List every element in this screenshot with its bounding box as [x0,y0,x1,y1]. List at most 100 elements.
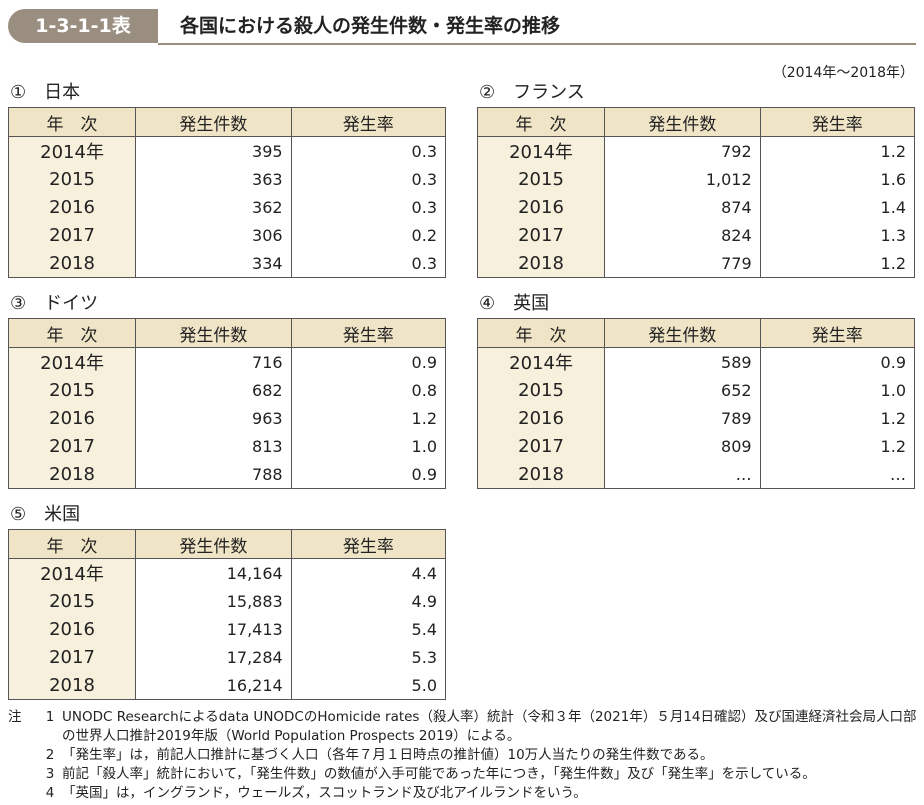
cell: 1,012 [604,165,761,193]
year-cell: 2018 [7,460,137,489]
column-header: 発生件数 [604,107,761,137]
data-row: 2016 17,413 5.4 [8,615,447,643]
cell: 0.3 [290,165,447,193]
data-row: 2016 874 1.4 [476,193,916,221]
heading-number: ⑤ [10,504,27,525]
cell: 0.3 [290,136,447,165]
year-cell: 2017 [8,643,136,671]
year-cell: 2016 [476,193,606,221]
cell: 4.4 [290,558,447,587]
header-row: 年 次発生件数 発生率 [476,107,916,137]
column-header: 年 次 [7,107,137,137]
data-row: 2017 824 1.3 [476,221,916,249]
year-cell: 2014年 [8,558,136,587]
data-row: 2016 362 0.3 [7,193,447,221]
notes: 注 1 UNODC Researchによるdata UNODCのHomicide r… [8,708,918,803]
column-header: 発生率 [290,318,447,348]
cell: 334 [135,249,292,278]
data-table: 年 次発生件数 発生率 2014年 395 0.3 2015 363 0.3 2016 362 0.… [7,107,447,278]
data-row: 2015 15,883 4.9 [8,587,447,615]
cell: 362 [135,193,292,221]
year-cell: 2018 [7,249,137,278]
year-cell: 2017 [476,221,606,249]
data-row: 2015 363 0.3 [7,165,447,193]
cell: 0.2 [290,221,447,249]
cell: 682 [135,376,292,404]
column-header: 発生件数 [135,107,292,137]
data-row: 2016 789 1.2 [476,404,916,432]
heading-number: ② [479,82,496,103]
heading-name: ドイツ [44,293,99,314]
note-number: 4 [45,785,55,801]
data-table: 年 次発生件数 発生率 2014年 792 1.2 2015 1,012 1.6 2016 874… [476,107,916,278]
heading-name: 日本 [44,82,81,103]
year-cell: 2018 [476,460,606,489]
year-cell: 2014年 [476,136,606,165]
year-cell: 2015 [8,587,136,615]
note: 注 1 UNODC Researchによるdata UNODCのHomicide r… [8,708,918,746]
note-label: 注 [8,709,22,725]
cell: … [604,460,761,489]
header-row: 年 次発生件数 発生率 [8,529,447,559]
cell: 1.2 [290,404,447,432]
note-number: 3 [45,766,55,782]
cell: 5.3 [290,643,447,671]
cell: 1.2 [759,136,916,165]
cell: 17,413 [135,615,292,643]
cell: 1.2 [759,432,916,460]
note: 4 「英国」は，イングランド，ウェールズ，スコットランド及び北アイルランドをいう。 [8,784,918,803]
data-row: 2014年 14,164 4.4 [8,558,447,587]
cell: 1.2 [759,404,916,432]
data-row: 2014年 589 0.9 [476,347,916,376]
period: （2014年～2018年） [772,65,914,81]
column-header: 発生率 [759,107,916,137]
cell: 1.2 [759,249,916,278]
year-cell: 2016 [7,404,137,432]
heading-name: 米国 [44,504,81,525]
note-number: 2 [45,747,55,763]
note-text: 「英国」は，イングランド，ウェールズ，スコットランド及び北アイルランドをいう。 [62,785,587,801]
note-label [8,765,38,784]
note-text: 前記「殺人率」統計において，「発生件数」の数値が入手可能であった年につき，「発生… [62,766,816,782]
header-row: 年 次発生件数 発生率 [7,107,447,137]
cell: 5.4 [290,615,447,643]
year-cell: 2018 [476,249,606,278]
note-label [8,784,38,803]
cell: 16,214 [135,671,292,700]
cell: 14,164 [135,558,292,587]
cell: 652 [604,376,761,404]
cell: 809 [604,432,761,460]
table-heading: ④ 英国 [479,293,567,315]
heading-name: フランス [513,82,585,103]
year-cell: 2017 [7,432,137,460]
table-heading: ② フランス [479,82,603,104]
data-row: 2017 813 1.0 [7,432,447,460]
cell: 5.0 [290,671,447,700]
year-cell: 2016 [8,615,136,643]
data-row: 2014年 395 0.3 [7,136,447,165]
heading-number: ① [10,82,27,103]
title: 各国における殺人の発生件数・発生率の推移 [180,15,561,37]
title-rule [158,43,916,45]
year-cell: 2014年 [7,347,137,376]
cell: 0.3 [290,249,447,278]
year-cell: 2014年 [476,347,606,376]
data-row: 2017 809 1.2 [476,432,916,460]
cell: 0.9 [759,347,916,376]
column-header: 発生率 [759,318,916,348]
column-header: 発生件数 [604,318,761,348]
year-cell: 2015 [476,165,606,193]
year-cell: 2014年 [7,136,137,165]
table-heading: ③ ドイツ [10,293,116,315]
table-heading: ① 日本 [10,82,98,104]
data-row: 2014年 792 1.2 [476,136,916,165]
header-row: 年 次発生件数 発生率 [476,318,916,348]
column-header: 年 次 [7,318,137,348]
data-row: 2015 652 1.0 [476,376,916,404]
table-heading: ⑤ 米国 [10,504,98,526]
data-row: 2016 963 1.2 [7,404,447,432]
data-row: 2017 17,284 5.3 [8,643,447,671]
note: 2 「発生率」は，前記人口推計に基づく人口（各年７月１日時点の推計値）10万人当た… [8,746,918,765]
cell: 0.3 [290,193,447,221]
